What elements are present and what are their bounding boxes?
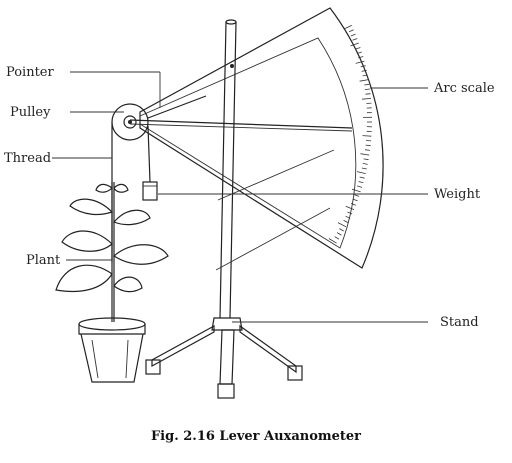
figure-caption: Fig. 2.16 Lever Auxanometer <box>151 429 361 444</box>
pulley <box>111 95 207 141</box>
pot <box>78 317 146 383</box>
pointer-arm <box>129 119 353 132</box>
arc-scale-tick <box>336 232 342 236</box>
arc-scale-tick <box>352 198 358 202</box>
arc-scale-ticks <box>328 25 373 244</box>
arc-scale-tick <box>361 167 367 170</box>
leader-lines <box>52 71 428 323</box>
arc-scale-tick <box>359 79 369 82</box>
arc-scale-tick <box>361 69 367 72</box>
arc-scale-tick <box>364 149 371 151</box>
arc-scale-tick <box>350 33 356 37</box>
arc-scale-tick <box>362 163 368 165</box>
arc-scale-tick <box>343 25 352 30</box>
arc-scale-tick <box>359 176 365 179</box>
arc-scale-tick <box>351 188 361 193</box>
arc-scale-tick <box>365 144 371 147</box>
arc-scale-tick <box>356 51 362 54</box>
arc-scale-tick <box>365 93 371 95</box>
arc-scale-tick <box>345 205 355 210</box>
arc-scale-tick <box>345 215 351 219</box>
arc-scale-tick <box>360 65 366 68</box>
arc-scale-tick <box>339 228 344 232</box>
label-arc-scale: Arc scale <box>433 81 495 96</box>
arc-scale-tick <box>363 158 369 161</box>
arc-scale-tick <box>358 181 364 184</box>
stand <box>145 19 335 399</box>
arc-scale-tick <box>364 83 370 86</box>
arc-scale-tick <box>356 171 366 174</box>
arc-scale-tick <box>354 194 360 197</box>
arc-scale-tick <box>360 153 370 156</box>
weight <box>142 181 158 201</box>
label-weight: Weight <box>434 187 481 202</box>
arc-scale-tick <box>361 98 372 100</box>
arc-scale-tick <box>355 47 361 50</box>
arc-scale-tick <box>334 236 340 240</box>
arc-scale-tick <box>350 42 359 47</box>
arc-scale-tick <box>358 56 364 59</box>
arc-scale-tick <box>357 185 363 188</box>
plant <box>55 182 169 322</box>
arc-scale-tick <box>362 74 368 77</box>
label-stand: Stand <box>440 315 479 330</box>
label-pulley: Pulley <box>10 105 51 120</box>
arc-scale-tick <box>352 38 358 41</box>
arc-scale-tick <box>348 29 354 33</box>
arc-scale-tick <box>343 220 349 223</box>
label-pointer: Pointer <box>6 65 54 80</box>
arc-scale-tick <box>364 88 370 90</box>
label-thread: Thread <box>4 151 51 166</box>
label-plant: Plant <box>26 253 61 268</box>
arc-scale-tick <box>347 211 353 215</box>
arc-scale-tick <box>350 203 356 206</box>
arc-scale-tick <box>362 135 372 137</box>
arc-scale <box>139 7 384 269</box>
arc-scale-tick <box>355 60 365 64</box>
arc-scale-tick <box>328 238 337 244</box>
arc-scale-tick <box>337 222 347 228</box>
